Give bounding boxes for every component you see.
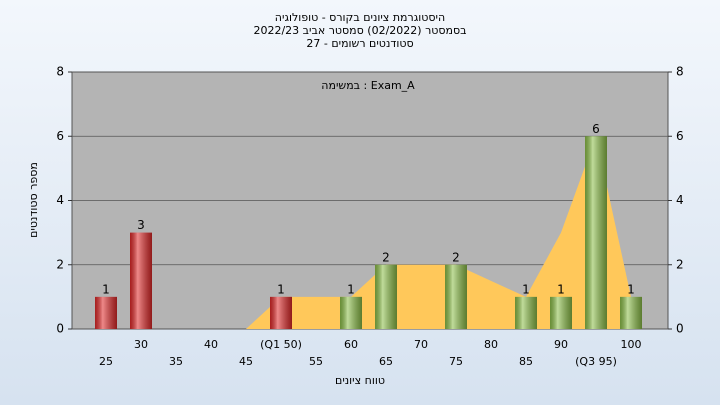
y-tick-label: 0 [56,322,64,336]
bar-shine [375,264,397,329]
y-tick-label: 6 [56,129,64,143]
y2-tick-label: 8 [676,65,684,79]
bar-shine [95,296,117,329]
x-tick-label: 75 [449,355,463,368]
data-label: 3 [137,218,145,232]
x-tick-label: 40 [204,338,218,351]
bar-shine [130,232,152,329]
x-tick-label: 45 [239,355,253,368]
data-label: 6 [592,122,600,136]
y-axis-label: מספר סטודנטים [27,162,40,238]
data-label: 1 [557,282,565,296]
x-tick-label: 65 [379,355,393,368]
x-tick-label: (Q3 95) [575,355,617,368]
annotation: במשימה : Exam_A [321,79,415,92]
chart-subtitle: סטודנטים רשומים - 27 [306,37,413,50]
x-tick-label: 30 [134,338,148,351]
data-label: 1 [522,282,530,296]
y2-tick-label: 0 [676,322,684,336]
data-label: 1 [102,282,110,296]
bar-shine [515,296,537,329]
data-label: 2 [382,250,390,264]
x-tick-label: 55 [309,355,323,368]
bar-shine [585,136,607,329]
y-tick-label: 8 [56,65,64,79]
bar-shine [340,296,362,329]
y2-tick-label: 2 [676,257,684,271]
y-tick-label: 4 [56,193,64,207]
bar-shine [550,296,572,329]
x-tick-label: 60 [344,338,358,351]
x-tick-label: 35 [169,355,183,368]
data-label: 1 [627,282,635,296]
x-tick-label: 80 [484,338,498,351]
x-tick-label: 90 [554,338,568,351]
x-tick-label: 70 [414,338,428,351]
y-tick-label: 2 [56,257,64,271]
x-tick-label: 85 [519,355,533,368]
bar-shine [620,296,642,329]
y2-tick-label: 6 [676,129,684,143]
y2-tick-label: 4 [676,193,684,207]
x-tick-label: 25 [99,355,113,368]
chart-subtitle: בסמסטר (02/2022) סמסטר אביב 2022/23 [253,24,466,37]
x-axis-label: טווח ציונים [335,374,385,387]
area [246,136,631,329]
data-label: 1 [277,282,285,296]
data-label: 1 [347,282,355,296]
x-tick-label: 100 [621,338,642,351]
x-tick-label: (Q1 50) [260,338,302,351]
data-label: 2 [452,250,460,264]
chart-title: היסטוגרמת ציונים בקורס - טופולוגיה [275,11,445,24]
bar-shine [445,264,467,329]
bar-shine [270,296,292,329]
